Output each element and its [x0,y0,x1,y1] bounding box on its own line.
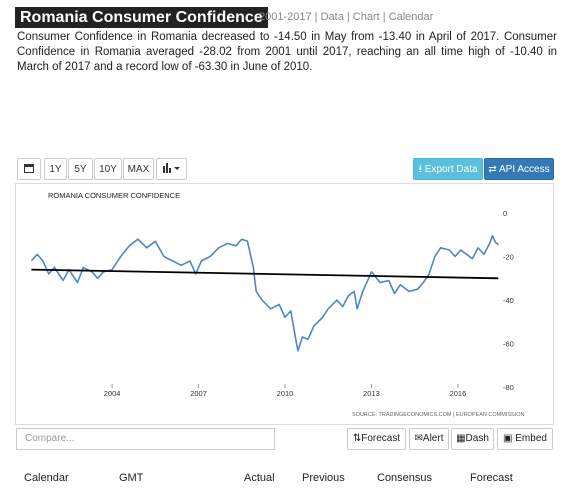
summary: Consumer Confidence in Romania decreased… [17,31,557,73]
dash-label: Dash [465,433,489,444]
forecast-label: Forecast [361,433,401,444]
alert-icon: ✉ [414,433,423,444]
api-label: API Access [499,164,550,175]
subtitle-links[interactable]: 2001-2017 | Data | Chart | Calendar [259,11,434,23]
x-tick-label: 2016 [450,389,467,398]
trend-line [31,268,499,280]
x-tick-label: 2010 [277,389,294,398]
embed-label: Embed [515,433,547,444]
table-header: Consensus [377,472,433,484]
chart-type-icon [162,163,180,173]
embed-button[interactable]: ▣ Embed [497,428,553,450]
swap-icon: ⇄ [488,164,500,175]
range-button[interactable]: 10Y [94,158,122,180]
table-header: Actual [244,472,275,484]
alert-button[interactable]: ✉Alert [409,428,449,450]
chart-box [15,183,554,425]
forecast-button[interactable]: ⇅Forecast [347,428,406,450]
range-button[interactable]: 1Y [44,158,67,180]
table-header: Previous [302,472,345,484]
embed-icon: ▣ [503,433,516,444]
chart-type-button[interactable] [156,158,187,180]
table-header: Forecast [470,472,513,484]
x-tick-label: 2007 [190,389,207,398]
y-tick-label: 0 [503,209,507,218]
y-tick-label: -20 [503,253,514,262]
range-button[interactable]: 5Y [68,158,93,180]
series-line [30,234,499,352]
table-header: Calendar [24,472,69,484]
chart-source: SOURCE: TRADINGECONOMICS.COM | EUROPEAN … [352,412,524,418]
calendar-icon-button[interactable] [17,158,41,180]
y-tick-label: -80 [503,383,514,392]
table-header: GMT [119,472,144,484]
alert-label: Alert [422,433,444,444]
page-title: Romania Consumer Confidence [15,7,268,28]
forecast-icon: ⇅ [352,433,362,444]
compare-input[interactable]: Compare... [16,428,275,450]
dash-icon: ▦ [456,433,466,444]
x-tick-label: 2013 [363,389,380,398]
export-data-button[interactable]: ⭳ Export Data [413,158,483,180]
range-button[interactable]: MAX [123,158,154,180]
api-access-button[interactable]: ⇄ API Access [484,158,554,180]
y-tick-label: -40 [503,296,514,305]
download-icon: ⭳ [418,164,425,175]
y-tick-label: -60 [503,340,514,349]
x-tick-label: 2004 [104,389,121,398]
calendar-icon [24,164,34,173]
chart-title: ROMANIA CONSUMER CONFIDENCE [48,191,180,200]
export-label: Export Data [424,164,478,175]
dash-button[interactable]: ▦Dash [451,428,494,450]
